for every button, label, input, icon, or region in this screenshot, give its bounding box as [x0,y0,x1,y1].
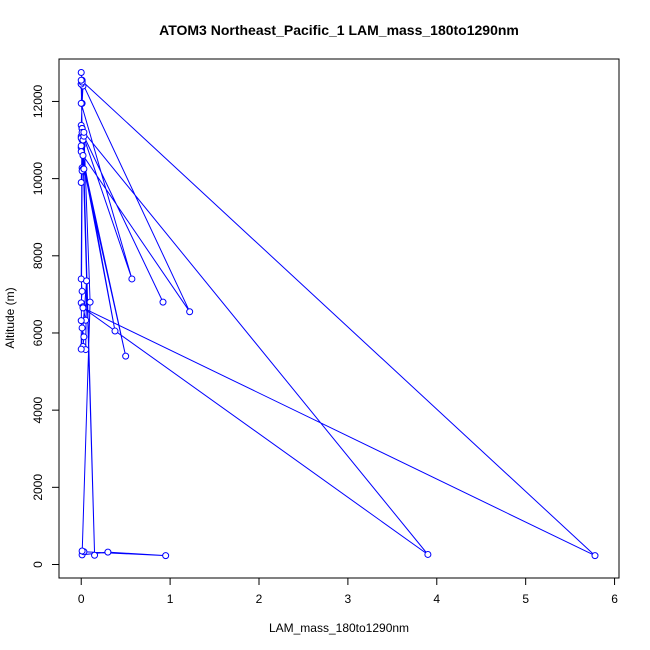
data-point [159,298,167,306]
x-tick-label: 6 [611,592,618,606]
data-point [78,547,86,555]
data-point [111,327,119,335]
y-tick-label: 2000 [31,474,45,501]
data-point [186,308,194,316]
y-axis-label: Altitude (m) [3,287,17,348]
y-tick-label: 12000 [31,84,45,118]
data-point [79,151,87,159]
chart-title: ATOM3 Northeast_Pacific_1 LAM_mass_180to… [159,22,519,38]
x-axis-label: LAM_mass_180to1290nm [269,621,409,635]
data-point [77,345,85,353]
data-point [79,304,87,312]
y-tick-label: 8000 [31,242,45,269]
x-tick-label: 0 [78,592,85,606]
data-point [80,128,88,136]
series-points [77,69,599,560]
y-axis: 0 2000 4000 6000 8000 10000 12000 [31,84,59,568]
data-point [77,76,85,84]
data-point [591,552,599,560]
data-point [77,69,85,77]
data-point [122,352,130,360]
data-point [77,317,85,325]
y-tick-label: 0 [31,561,45,568]
data-point [77,99,85,107]
data-point [162,552,170,560]
x-axis: 0 1 2 3 4 5 6 [78,578,618,606]
data-point [80,165,88,173]
x-tick-label: 4 [433,592,440,606]
y-tick-label: 6000 [31,319,45,346]
data-point [80,333,88,341]
data-point [77,178,85,186]
data-point [83,277,91,285]
x-tick-label: 5 [522,592,529,606]
data-point [424,550,432,558]
x-tick-label: 2 [256,592,263,606]
data-point [86,298,94,306]
data-point [104,548,112,556]
x-tick-label: 1 [167,592,174,606]
data-point [91,551,99,559]
plot-frame [58,58,620,579]
y-tick-label: 10000 [31,162,45,196]
y-tick-label: 4000 [31,396,45,423]
data-point [128,275,136,283]
x-tick-label: 3 [345,592,352,606]
data-point [77,142,85,150]
data-point [78,324,86,332]
data-point [78,287,86,295]
